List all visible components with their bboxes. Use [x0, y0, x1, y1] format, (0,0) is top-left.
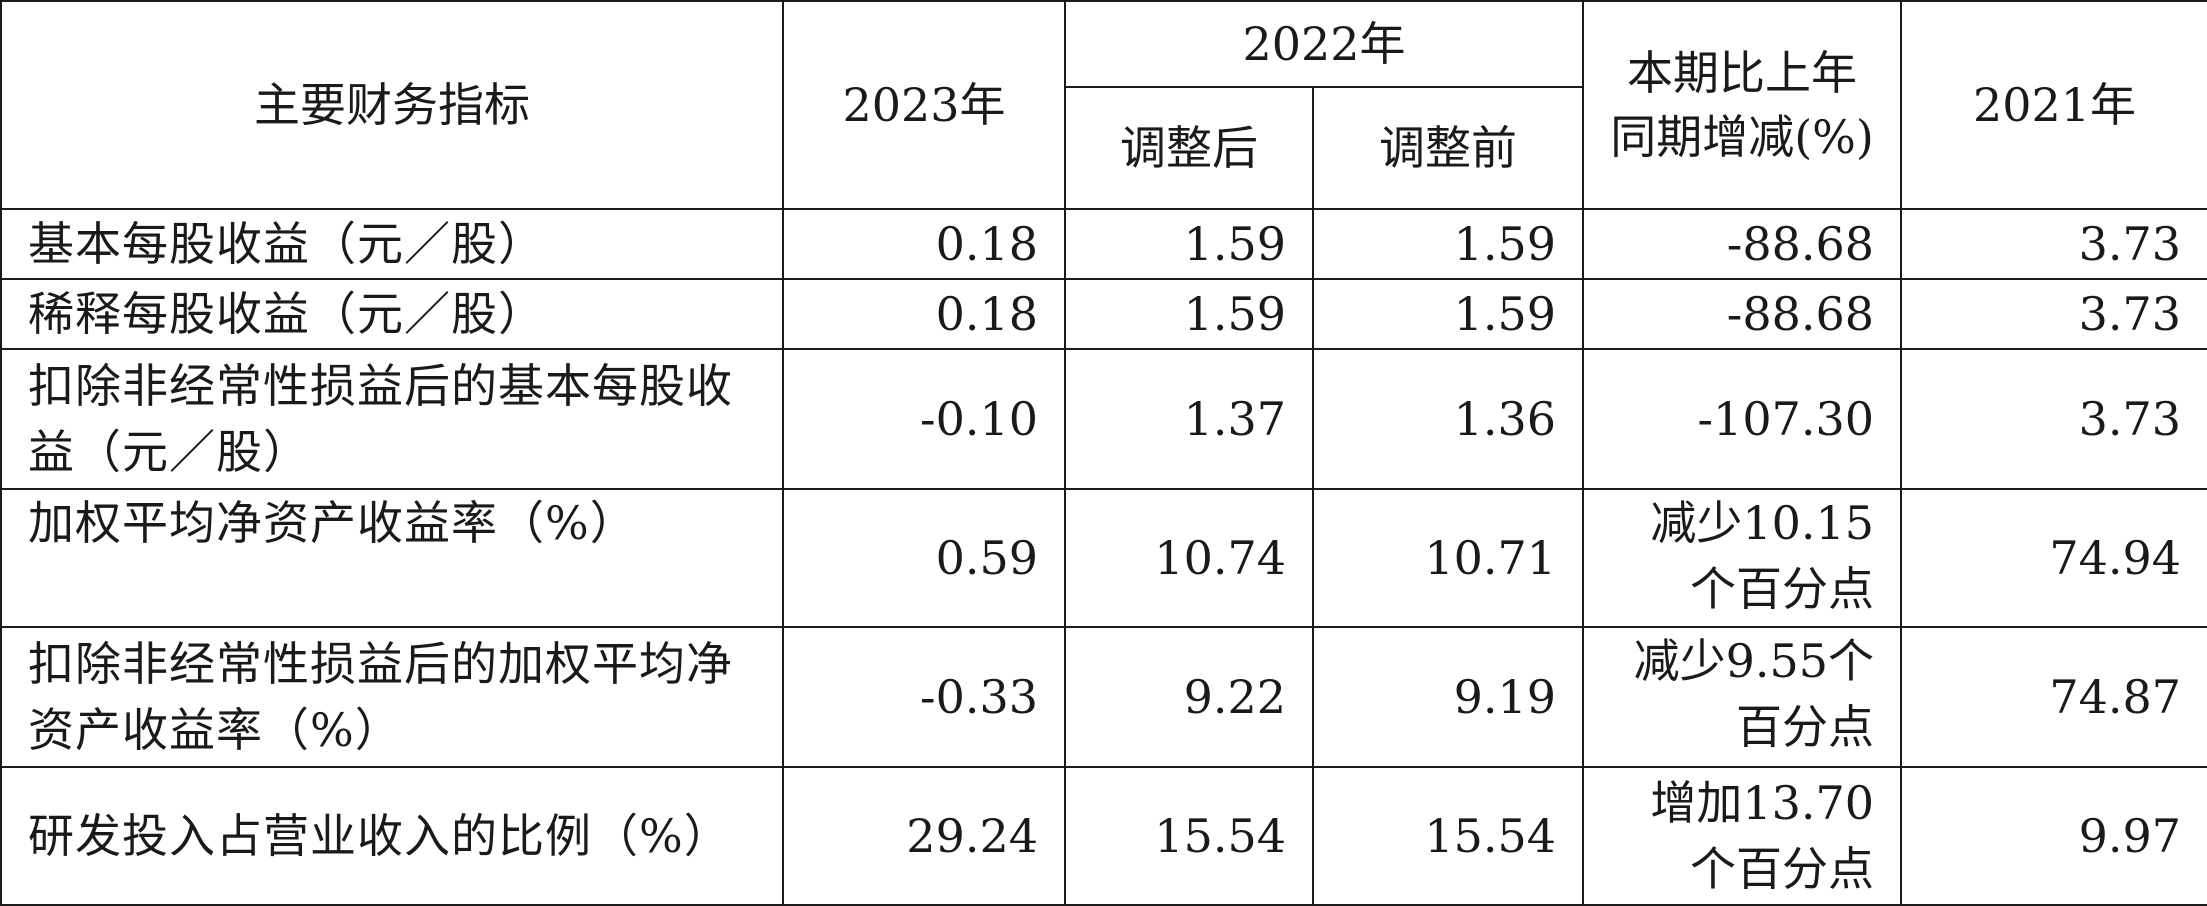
header-year-2021: 2021年 — [1900, 0, 2207, 210]
cell-2023: 0.18 — [782, 208, 1066, 280]
cell-2023: 0.59 — [782, 488, 1066, 628]
cell-yoy-change: 减少10.15个百分点 — [1582, 488, 1903, 628]
row-label: 研发投入占营业收入的比例（%） — [0, 766, 784, 906]
table-row: 稀释每股收益（元／股） 0.18 1.59 1.59 -88.68 3.73 — [0, 278, 2207, 350]
cell-2021: 9.97 — [1900, 766, 2207, 906]
cell-2023: -0.10 — [782, 348, 1066, 490]
header-row-2: 调整后 调整前 — [1, 86, 2207, 210]
cell-2022-adjusted-before: 9.19 — [1311, 626, 1585, 768]
cell-2023: -0.33 — [782, 626, 1066, 768]
header-yoy-change: 本期比上年同期增减(%) — [1582, 0, 1903, 210]
header-year-2023: 2023年 — [782, 0, 1066, 210]
header-adjusted-after: 调整后 — [1064, 86, 1314, 210]
cell-2021: 3.73 — [1900, 278, 2207, 350]
row-label: 扣除非经常性损益后的基本每股收益（元／股） — [0, 348, 784, 490]
table-row: 扣除非经常性损益后的基本每股收益（元／股） -0.10 1.37 1.36 -1… — [0, 348, 2207, 490]
cell-2021: 3.73 — [1900, 208, 2207, 280]
cell-yoy-change: -88.68 — [1582, 208, 1903, 280]
cell-2022-adjusted-after: 15.54 — [1064, 766, 1314, 906]
row-label: 基本每股收益（元／股） — [0, 208, 784, 280]
cell-2021: 74.94 — [1900, 488, 2207, 628]
header-indicator: 主要财务指标 — [0, 0, 784, 210]
table-row: 研发投入占营业收入的比例（%） 29.24 15.54 15.54 增加13.7… — [0, 766, 2207, 906]
table-row: 加权平均净资产收益率（%） 0.59 10.74 10.71 减少10.15个百… — [0, 488, 2207, 628]
row-label: 扣除非经常性损益后的加权平均净资产收益率（%） — [0, 626, 784, 768]
cell-2021: 74.87 — [1900, 626, 2207, 768]
cell-2022-adjusted-before: 1.59 — [1311, 208, 1585, 280]
header-adjusted-before: 调整前 — [1311, 86, 1585, 210]
cell-2021: 3.73 — [1900, 348, 2207, 490]
cell-2022-adjusted-before: 1.36 — [1311, 348, 1585, 490]
row-label: 加权平均净资产收益率（%） — [0, 488, 784, 628]
cell-yoy-change: 增加13.70个百分点 — [1582, 766, 1903, 906]
cell-2022-adjusted-before: 15.54 — [1311, 766, 1585, 906]
cell-2022-adjusted-before: 1.59 — [1311, 278, 1585, 350]
cell-yoy-change: 减少9.55个百分点 — [1582, 626, 1903, 768]
cell-2022-adjusted-after: 1.37 — [1064, 348, 1314, 490]
cell-2022-adjusted-before: 10.71 — [1311, 488, 1585, 628]
row-label: 稀释每股收益（元／股） — [0, 278, 784, 350]
table-row: 扣除非经常性损益后的加权平均净资产收益率（%） -0.33 9.22 9.19 … — [0, 626, 2207, 768]
header-row-1: 主要财务指标 2023年 2022年 本期比上年同期增减(%) 2021年 — [0, 0, 2207, 210]
header-year-2022: 2022年 — [1063, 0, 1585, 88]
cell-yoy-change: -107.30 — [1582, 348, 1903, 490]
cell-2023: 29.24 — [782, 766, 1066, 906]
table-row: 基本每股收益（元／股） 0.18 1.59 1.59 -88.68 3.73 — [0, 208, 2207, 280]
cell-yoy-change: -88.68 — [1582, 278, 1903, 350]
cell-2022-adjusted-after: 1.59 — [1064, 208, 1314, 280]
cell-2022-adjusted-after: 10.74 — [1064, 488, 1314, 628]
cell-2022-adjusted-after: 9.22 — [1064, 626, 1314, 768]
cell-2022-adjusted-after: 1.59 — [1064, 278, 1314, 350]
cell-2023: 0.18 — [782, 278, 1066, 350]
